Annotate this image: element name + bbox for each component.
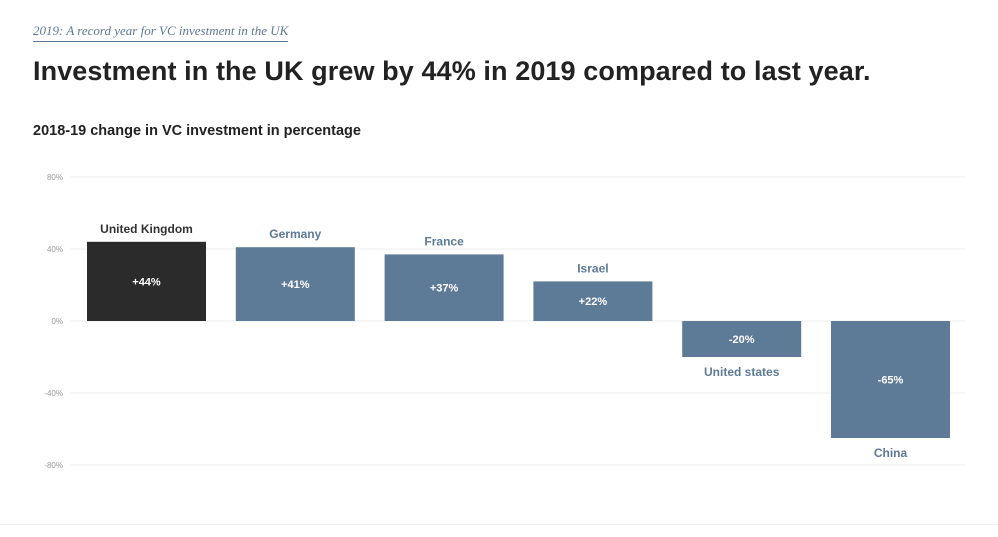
bar-value-label: -65% — [878, 375, 904, 387]
bar-value-label: -20% — [729, 334, 755, 346]
y-tick-label: -80% — [44, 461, 63, 470]
bar — [682, 321, 802, 357]
bar — [831, 321, 950, 438]
category-label: China — [874, 446, 908, 460]
category-label: United Kingdom — [100, 222, 193, 236]
bar-value-label: +44% — [132, 276, 161, 288]
category-label: United states — [704, 365, 780, 379]
chart-subtitle: 2018-19 change in VC investment in perce… — [33, 123, 361, 139]
page-headline: Investment in the UK grew by 44% in 2019… — [33, 56, 871, 86]
category-label: France — [424, 234, 464, 248]
y-tick-label: 80% — [47, 173, 63, 182]
bar-value-label: +41% — [281, 279, 310, 291]
category-label: Germany — [269, 227, 321, 241]
y-tick-label: 40% — [47, 245, 63, 254]
bar — [87, 241, 206, 321]
bar-value-label: +37% — [430, 283, 459, 295]
y-tick-label: 0% — [51, 317, 63, 326]
bar — [533, 281, 653, 321]
bar — [384, 254, 504, 321]
bottom-divider — [0, 524, 998, 525]
y-tick-label: -40% — [44, 389, 63, 398]
bar-value-label: +22% — [579, 296, 608, 308]
category-label: Israel — [577, 261, 608, 275]
chart-kicker: 2019: A record year for VC investment in… — [33, 23, 289, 42]
bar — [235, 247, 355, 321]
